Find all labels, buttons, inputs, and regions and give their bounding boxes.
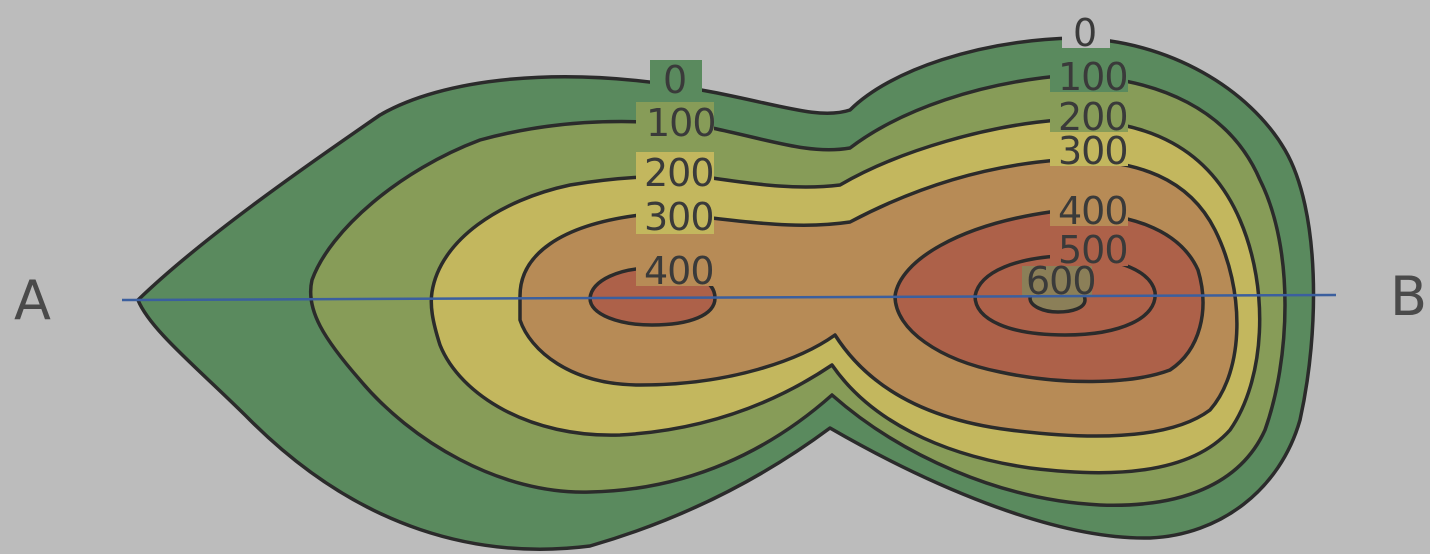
profile-end-label: B [1390, 265, 1428, 328]
east-label-500: 500 [1058, 228, 1128, 272]
west-peak-labels: 0 100 200 300 400 [636, 58, 717, 293]
west-label-0: 0 [663, 58, 686, 102]
east-peak-labels: 0 100 200 300 400 500 600 [1022, 11, 1129, 303]
west-label-400: 400 [644, 249, 714, 293]
profile-start-label: A [14, 269, 51, 332]
east-label-400: 400 [1058, 189, 1128, 233]
east-label-300: 300 [1058, 129, 1128, 173]
west-label-300: 300 [644, 195, 714, 239]
east-label-100: 100 [1058, 55, 1128, 99]
east-label-0: 0 [1073, 11, 1096, 55]
east-label-200: 200 [1058, 95, 1128, 139]
west-label-200: 200 [644, 151, 714, 195]
profile-line-a-b [121, 293, 1337, 302]
west-label-100: 100 [646, 101, 716, 145]
